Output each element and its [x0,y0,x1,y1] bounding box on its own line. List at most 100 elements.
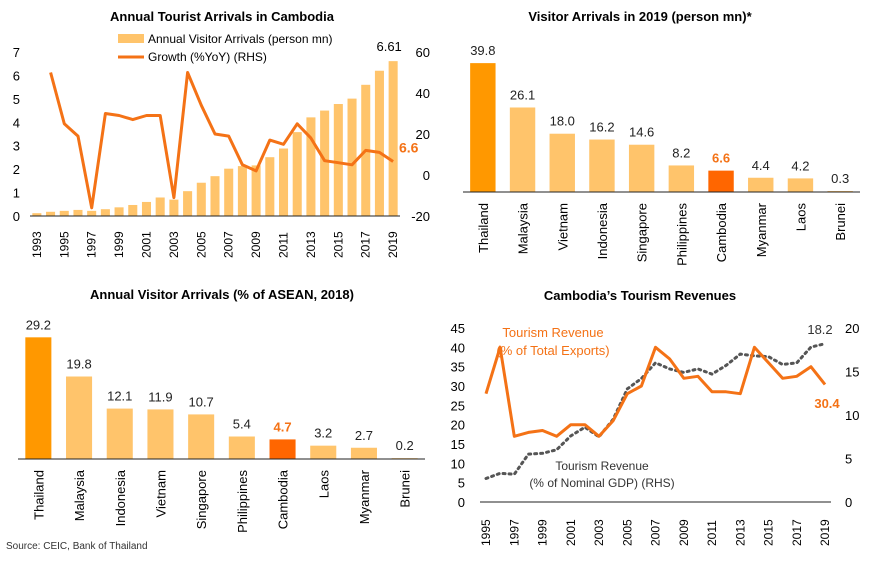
category-label: Vietnam [153,470,168,517]
x-tick-label: 2009 [677,519,691,546]
x-tick-label: 1993 [30,231,44,258]
category-label: Cambodia [714,202,729,262]
data-label: 5.4 [233,417,251,432]
category-label: Cambodia [276,469,291,529]
bar [333,104,343,216]
y-left-tick-label: 5 [458,476,465,491]
bar [251,165,261,216]
data-label: 0.2 [396,438,414,453]
data-label-arrivals: 6.61 [376,39,401,54]
x-tick-label: 1997 [507,519,521,546]
y-right-tick-label: 60 [416,45,430,60]
y-right-tick-label: 0 [423,168,430,183]
y-right-tick-label: 5 [845,452,852,467]
chart-tourist-arrivals-cambodia: Annual Tourist Arrivals in Cambodia 0 1 2 3 4… [13,9,430,258]
data-label: 11.9 [148,389,172,404]
category-label: Singapore [635,203,650,262]
series-label-gdp: Tourism Revenue [555,459,649,473]
bar [87,210,97,216]
y-left-tick-label: 10 [451,456,465,471]
category-label: Vietnam [555,203,570,250]
y-left-tick-label: 25 [451,398,465,413]
category-label: Laos [316,470,331,499]
data-label: 8.2 [672,145,690,160]
y-right-tick-label: 20 [845,321,859,336]
bar [320,110,330,216]
bar [100,209,110,216]
bar [188,414,215,459]
x-tick-label: 1999 [112,231,126,258]
data-label: 2.7 [355,428,373,443]
bar [310,445,337,459]
source-note: Source: CEIC, Bank of Thailand [6,541,148,552]
bar [66,376,93,459]
x-tick-label: 2013 [304,231,318,258]
bar [59,210,69,216]
x-tick-label: 2013 [733,519,747,546]
y-left-tick-label: 6 [13,68,20,83]
bar [708,170,734,192]
series-label-exports: (% of Total Exports) [496,343,609,358]
x-tick-label: 2007 [222,231,236,258]
legend-label-arrivals: Annual Visitor Arrivals (person mn) [148,32,333,46]
bar [228,436,255,459]
bar [46,211,56,216]
gdp-share-line [484,342,827,480]
x-tick-label: 2009 [249,231,263,258]
y-right-tick-label: 15 [845,365,859,380]
bar [306,117,316,216]
data-label: 16.2 [589,120,614,135]
x-tick-label: 1997 [85,231,99,258]
chart-title: Cambodia’s Tourism Revenues [544,288,736,303]
data-label: 29.2 [26,317,51,332]
bar [350,447,377,459]
bar [374,70,384,216]
bar [265,157,275,216]
x-tick-label: 1999 [536,519,550,546]
x-tick-label: 2017 [790,519,804,546]
bar [549,133,575,192]
series-label-exports: Tourism Revenue [502,325,603,340]
x-tick-label: 2005 [194,231,208,258]
y-right-tick-label: 40 [416,86,430,101]
bar [668,165,695,192]
bar [269,439,296,459]
chart-title: Visitor Arrivals in 2019 (person mn)* [528,9,752,24]
exports-share-line [484,345,827,438]
category-label: Philippines [674,203,689,266]
data-label: 6.6 [712,151,730,166]
bar [106,408,133,459]
data-label: 0.3 [831,171,849,186]
y-left-tick-label: 2 [13,162,20,177]
y-left-tick-label: 30 [451,379,465,394]
chart-title: Annual Tourist Arrivals in Cambodia [110,9,335,24]
y-right-tick-label: 20 [416,127,430,142]
bar [748,177,774,192]
legend-swatch-bar [118,34,144,43]
y-right-tick-label: -20 [411,209,430,224]
x-tick-label: 2011 [277,232,291,258]
series-label-gdp: (% of Nominal GDP) (RHS) [529,476,674,490]
y-left-tick-label: 0 [458,495,465,510]
category-label: Thailand [31,470,46,520]
bar [388,61,398,216]
bar [169,199,179,216]
bar [224,168,234,216]
chart-tourism-revenues: Cambodia’s Tourism Revenues 0 5 10 15 20 25 30 3… [451,288,860,546]
data-label-exports: 30.4 [814,396,840,411]
data-label-gdp: 18.2 [807,322,832,337]
y-right-tick-label: 0 [845,495,852,510]
data-label-growth: 6.6 [399,139,419,155]
data-label: 26.1 [510,87,535,102]
data-label: 4.2 [791,158,809,173]
bar [470,63,496,192]
category-label: Malaysia [72,469,87,521]
y-left-tick-label: 20 [451,418,465,433]
x-tick-label: 2003 [167,231,181,258]
data-label: 19.8 [66,357,91,372]
x-tick-label: 2001 [139,231,153,258]
category-label: Brunei [833,203,848,241]
bar [114,207,124,216]
x-tick-label: 2005 [620,519,634,546]
category-label: Malaysia [516,202,531,254]
